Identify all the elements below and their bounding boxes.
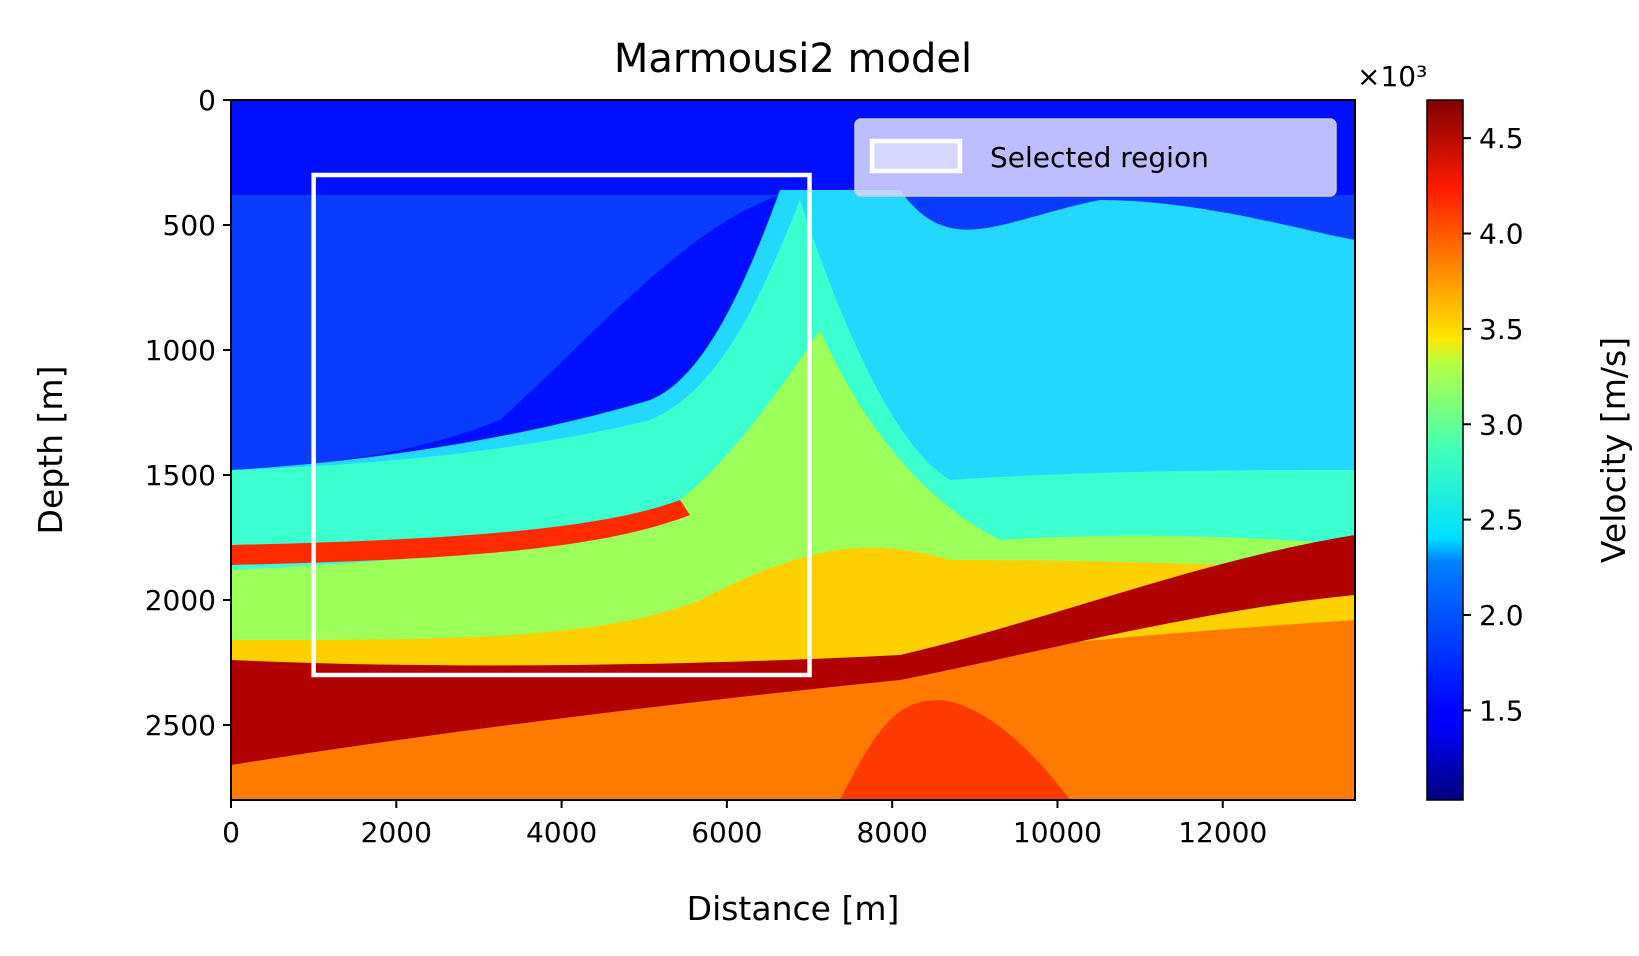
velocity-image	[231, 100, 1355, 800]
y-tick-label: 1500	[145, 459, 216, 492]
legend-box	[854, 118, 1337, 197]
colorbar-tick-label: 3.5	[1479, 313, 1524, 346]
legend-swatch	[869, 138, 963, 174]
x-tick-label: 10000	[1013, 816, 1102, 849]
colorbar-tick-label: 4.0	[1479, 218, 1524, 251]
y-axis-ticks: 0 500 1000 1500 2000 2500	[145, 84, 231, 742]
colorbar-gradient	[1426, 99, 1464, 801]
chart-title: Marmousi2 model	[614, 36, 972, 82]
colorbar-tick-label: 2.5	[1479, 504, 1524, 537]
colorbar-tick-label: 1.5	[1479, 694, 1524, 727]
colorbar-tick-label: 2.0	[1479, 599, 1524, 632]
layer-dark-red-channel	[231, 535, 1355, 765]
colorbar-label: Velocity [m/s]	[1594, 337, 1633, 563]
x-tick-label: 12000	[1178, 816, 1267, 849]
y-tick-label: 0	[198, 84, 216, 117]
y-tick-label: 500	[163, 209, 216, 242]
plot-frame	[230, 99, 1356, 801]
y-axis-label: Depth [m]	[31, 366, 70, 535]
x-tick-label: 8000	[857, 816, 928, 849]
y-tick-label: 2000	[145, 584, 216, 617]
layer-red-thin	[231, 500, 690, 565]
y-tick-label: 2500	[145, 709, 216, 742]
colorbar-tick-label: 3.0	[1479, 408, 1524, 441]
layer-deep-arch	[840, 700, 1070, 800]
x-tick-label: 6000	[691, 816, 762, 849]
colorbar-multiplier: ×10³	[1357, 60, 1427, 93]
colorbar: 1.5 2.0 2.5 3.0 3.5 4.0 4.5 ×10³ Velocity [m/s…	[1357, 60, 1633, 801]
x-tick-label: 2000	[361, 816, 432, 849]
x-tick-label: 0	[222, 816, 240, 849]
selected-region-box	[311, 172, 812, 678]
layer-orange	[231, 620, 1355, 800]
colorbar-ticks: 1.5 2.0 2.5 3.0 3.5 4.0 4.5	[1463, 122, 1524, 727]
x-tick-label: 4000	[526, 816, 597, 849]
y-tick-label: 1000	[145, 334, 216, 367]
x-axis-label: Distance [m]	[687, 889, 900, 928]
colorbar-tick-label: 4.5	[1479, 122, 1524, 155]
x-axis-ticks: 0 2000 4000 6000 8000 10000 12000	[222, 800, 1267, 849]
legend: Selected region	[854, 118, 1337, 197]
legend-label: Selected region	[990, 141, 1209, 174]
